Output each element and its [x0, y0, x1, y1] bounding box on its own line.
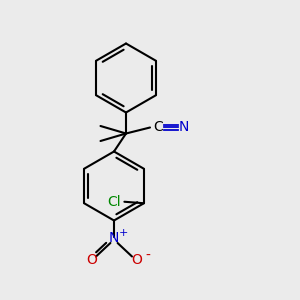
Text: C: C: [153, 121, 163, 134]
Text: O: O: [86, 253, 97, 266]
Text: N: N: [178, 121, 189, 134]
Text: O: O: [131, 253, 142, 266]
Text: N: N: [109, 232, 119, 245]
Text: -: -: [146, 249, 150, 263]
Text: Cl: Cl: [107, 195, 121, 209]
Text: +: +: [118, 228, 128, 239]
